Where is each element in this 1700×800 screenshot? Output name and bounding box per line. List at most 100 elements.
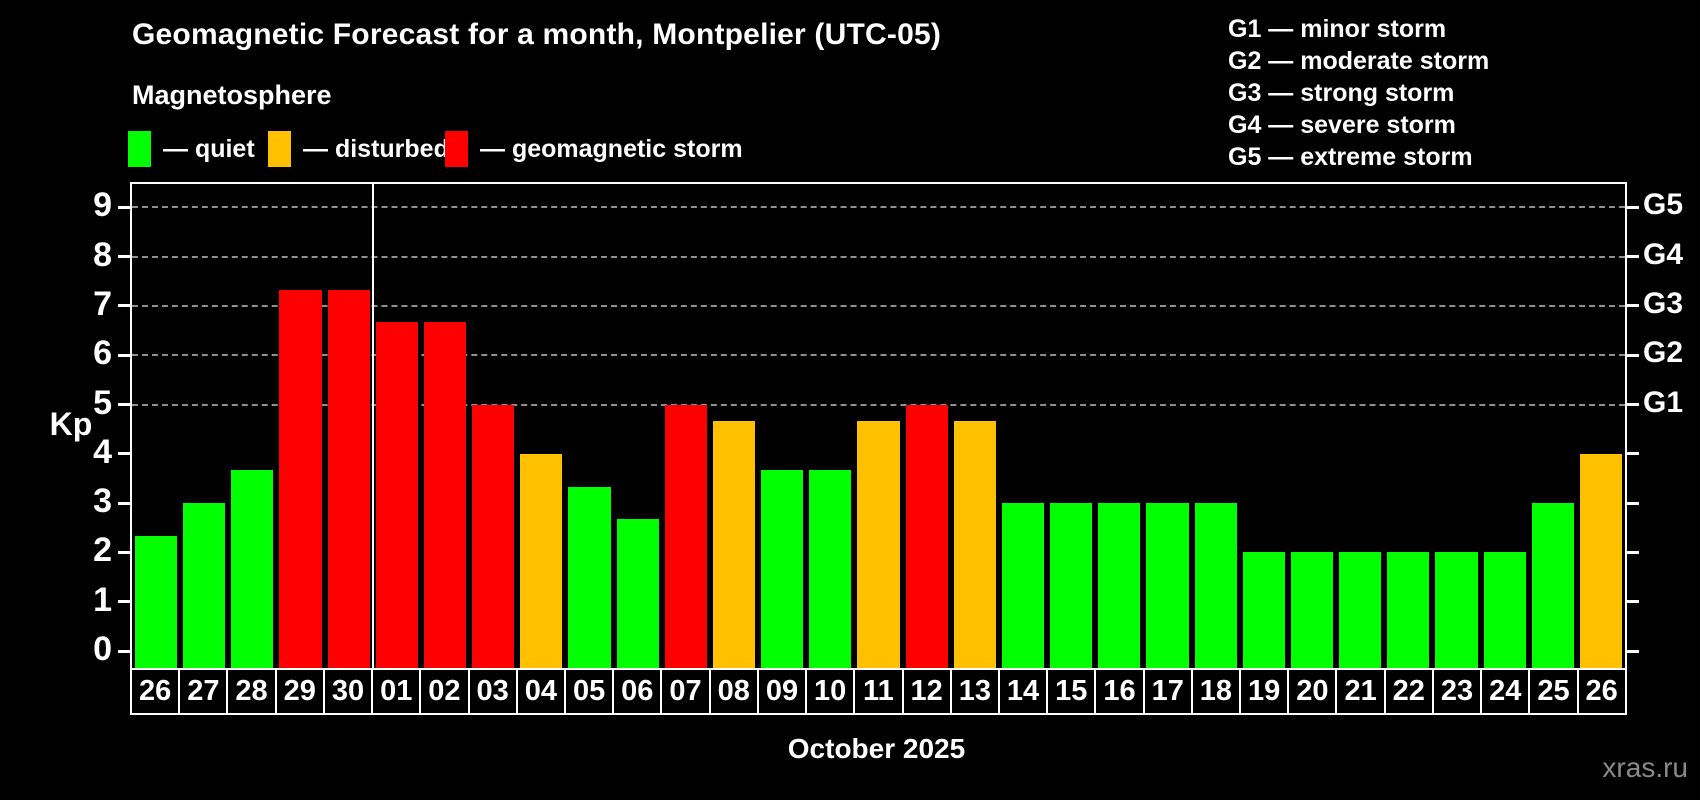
right-tick-kp6 (1625, 353, 1639, 357)
right-tick-kp2 (1625, 550, 1639, 554)
kp-bar-day-16 (1098, 503, 1141, 668)
left-tick-kp4 (118, 452, 132, 456)
g-scale-legend: G1 — minor storm G2 — moderate storm G3 … (1228, 13, 1489, 173)
day-label-cell: 01 (371, 668, 422, 715)
left-tick-kp6 (118, 353, 132, 357)
left-tick-kp3 (118, 501, 132, 505)
right-axis-label-G1: G1 (1643, 385, 1684, 419)
kp-bar-day-17 (1146, 503, 1189, 668)
day-label-cell: 29 (274, 668, 325, 715)
page-title: Geomagnetic Forecast for a month, Montpe… (132, 18, 942, 51)
day-label-cell: 20 (1287, 668, 1338, 715)
day-label-cell: 03 (467, 668, 518, 715)
kp-bar-day-23 (1435, 552, 1478, 668)
left-tick-kp5 (118, 403, 132, 406)
kp-bar-day-01 (375, 322, 418, 668)
day-label-cell: 17 (1142, 668, 1193, 715)
day-label-cell: 26 (1576, 668, 1627, 715)
kp-bar-day-26 (1579, 453, 1622, 668)
x-axis-title: October 2025 (787, 733, 966, 764)
kp-bar-day-10 (809, 470, 852, 668)
kp-bar-day-04 (520, 453, 563, 668)
day-label-cell: 21 (1335, 668, 1386, 715)
gridline-kp8 (132, 255, 1625, 258)
day-label-cell: 28 (226, 668, 277, 715)
kp-bar-day-05 (568, 486, 611, 668)
y-tick-label-7: 7 (93, 284, 112, 323)
legend-item-storm: — geomagnetic storm (445, 130, 743, 168)
right-axis-label-G4: G4 (1643, 237, 1684, 271)
right-axis-label-G2: G2 (1643, 336, 1684, 370)
legend-label-disturbed: — disturbed (303, 134, 449, 163)
kp-bar-day-13 (953, 420, 996, 668)
plot-area (118, 182, 1639, 670)
right-tick-kp4 (1625, 452, 1639, 456)
disturbed-swatch-icon (268, 131, 291, 167)
kp-bar-day-18 (1194, 503, 1237, 668)
g3-legend-row: G3 — strong storm (1228, 79, 1455, 107)
legend-label-storm: — geomagnetic storm (480, 134, 743, 163)
day-label-cell: 16 (1094, 668, 1145, 715)
right-tick-kp1 (1625, 600, 1639, 604)
kp-bar-day-03 (472, 404, 515, 668)
y-tick-label-0: 0 (93, 630, 112, 668)
gridline-kp5 (132, 403, 1625, 406)
day-label-cell: 11 (853, 668, 904, 715)
g2-legend-row: G2 — moderate storm (1228, 47, 1490, 75)
right-axis-label-G3: G3 (1643, 286, 1684, 320)
y-axis-title: Kp (49, 406, 93, 443)
right-tick-kp3 (1625, 501, 1639, 505)
kp-bar-day-12 (905, 404, 948, 668)
day-label-cell: 23 (1431, 668, 1483, 715)
day-label-cell: 25 (1528, 668, 1579, 715)
right-tick-kp5 (1625, 403, 1639, 406)
day-label-cell: 06 (612, 668, 663, 715)
kp-bar-day-22 (1387, 552, 1430, 668)
kp-bar-day-27 (183, 503, 226, 668)
g4-legend-row: G4 — severe storm (1228, 111, 1456, 139)
left-tick-kp8 (118, 255, 132, 259)
kp-bar-day-06 (616, 519, 659, 668)
day-label-cell: 19 (1239, 668, 1290, 715)
day-label-cell: 07 (660, 668, 711, 715)
kp-bar-day-25 (1531, 503, 1574, 668)
day-label-cell: 22 (1383, 668, 1434, 715)
kp-bar-day-07 (664, 404, 707, 668)
y-tick-label-8: 8 (93, 235, 112, 274)
day-label-cell: 18 (1190, 668, 1242, 715)
day-label-cell: 26 (130, 668, 181, 715)
day-label-cell: 15 (1046, 668, 1097, 715)
day-label-cell: 10 (805, 668, 856, 715)
kp-bar-day-29 (279, 289, 322, 668)
day-label-cell: 05 (563, 668, 615, 715)
kp-bar-day-30 (327, 289, 370, 668)
y-tick-label-1: 1 (93, 580, 112, 619)
left-tick-kp9 (118, 205, 132, 209)
y-tick-label-6: 6 (93, 334, 112, 373)
y-tick-label-3: 3 (93, 482, 112, 521)
left-tick-kp0 (118, 649, 132, 653)
day-label-cell: 08 (708, 668, 759, 715)
right-axis-label-G5: G5 (1643, 188, 1684, 222)
legend-item-quiet: — quiet (128, 130, 255, 168)
kp-bar-day-24 (1483, 552, 1526, 668)
gridline-kp7 (132, 304, 1625, 307)
kp-bar-day-19 (1242, 552, 1285, 668)
gridline-kp9 (132, 206, 1625, 209)
storm-swatch-icon (445, 131, 468, 167)
x-axis-day-labels: 26 27 28 29 30 01 02 03 04 05 06 07 08 09 10 11 12 13 14 15… (130, 668, 1627, 715)
right-tick-kp8 (1625, 255, 1639, 259)
day-label-cell: 24 (1480, 668, 1531, 715)
day-label-cell: 09 (756, 668, 808, 715)
right-tick-kp9 (1625, 205, 1639, 209)
quiet-swatch-icon (128, 131, 151, 167)
kp-bar-day-09 (761, 470, 804, 668)
kp-bar-day-28 (231, 470, 274, 668)
day-label-cell: 27 (178, 668, 229, 715)
right-tick-kp0 (1625, 649, 1639, 653)
day-label-cell: 30 (322, 668, 374, 715)
left-tick-kp1 (118, 600, 132, 604)
day-label-cell: 02 (419, 668, 470, 715)
watermark: xras.ru (1602, 752, 1688, 783)
